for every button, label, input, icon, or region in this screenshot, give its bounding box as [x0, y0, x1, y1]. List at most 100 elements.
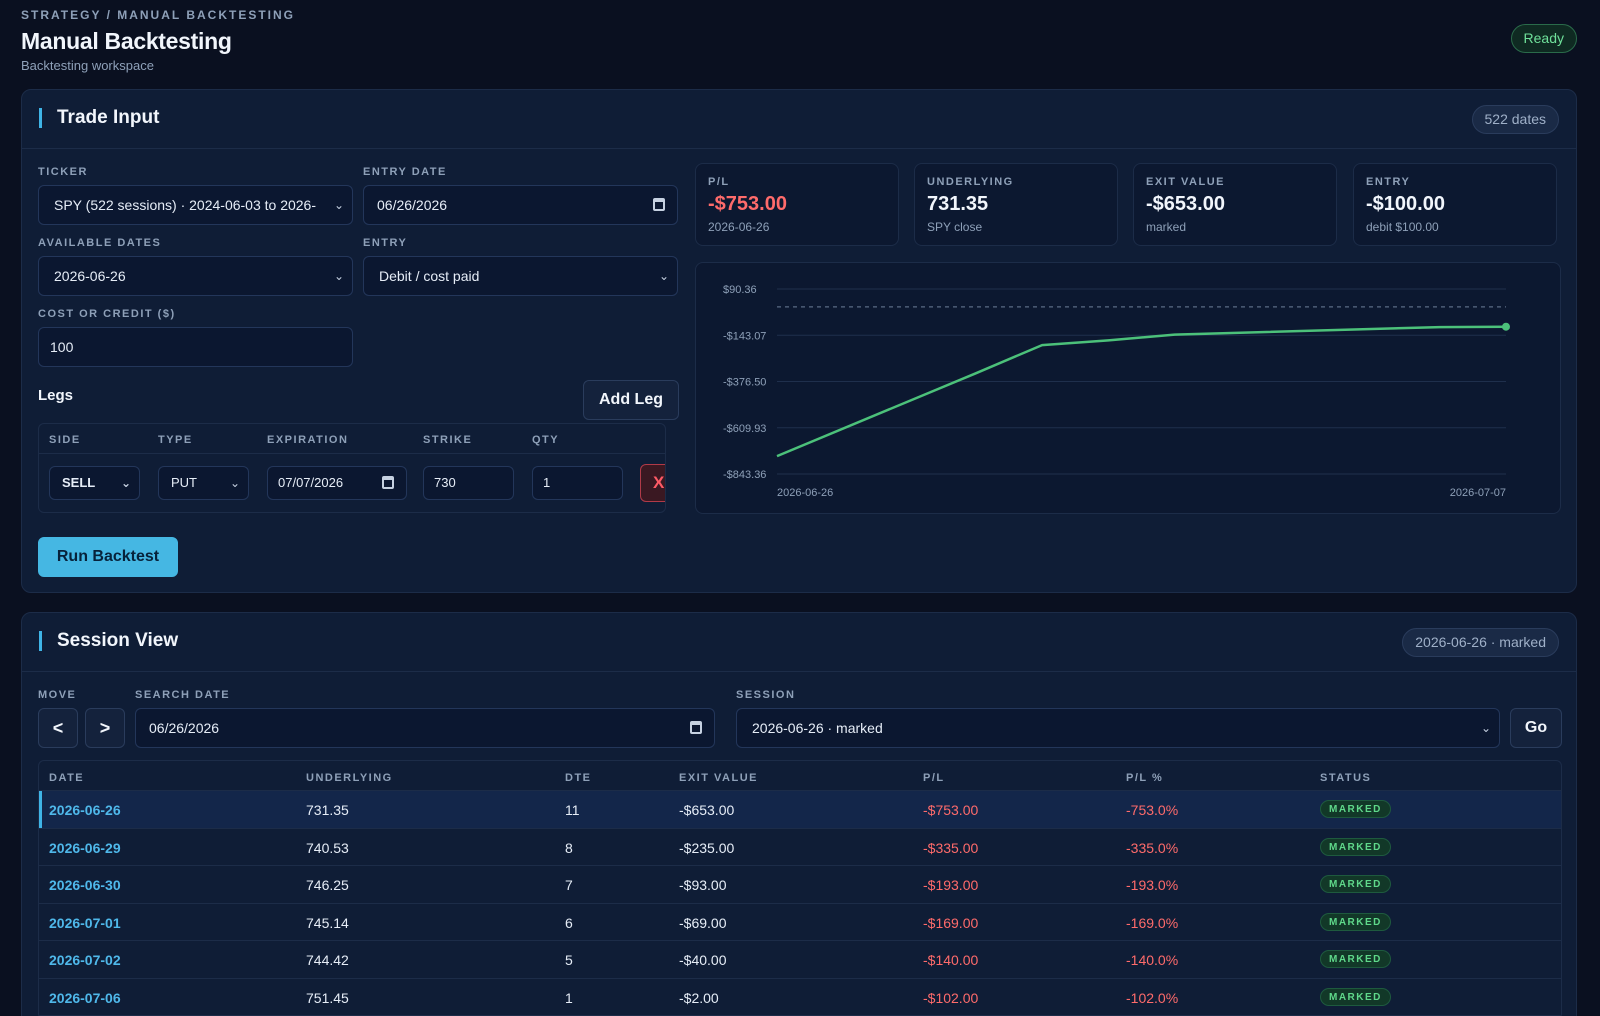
leg-side-select[interactable]: SELL ⌄ [49, 466, 140, 500]
available-dates-value: 2026-06-26 [54, 268, 126, 284]
leg-expiration-input[interactable]: 07/07/2026 [267, 466, 407, 500]
cell-dte: 11 [565, 802, 580, 818]
col-pl-pct: P/L % [1126, 772, 1164, 784]
chevron-down-icon: ⌄ [1480, 721, 1491, 735]
cell-pl: -$335.00 [923, 839, 979, 856]
prev-session-button[interactable]: < [38, 708, 78, 748]
chevron-down-icon: ⌄ [229, 476, 240, 490]
table-row[interactable]: 2026-06-30 746.25 7 -$93.00 -$193.00 -193.0% M… [39, 866, 1561, 904]
table-row[interactable]: 2026-07-01 745.14 6 -$69.00 -$169.00 -169.0% M… [39, 904, 1561, 941]
session-pill: 2026-06-26 · marked [1402, 628, 1559, 657]
cell-date[interactable]: 2026-07-06 [49, 989, 121, 1006]
delete-leg-button[interactable]: X [640, 464, 665, 502]
legs-col-qty: QTY [532, 434, 560, 446]
legs-table: SIDE TYPE EXPIRATION STRIKE QTY SELL ⌄ P… [38, 423, 666, 513]
next-session-button[interactable]: > [85, 708, 125, 748]
cell-underlying: 745.14 [306, 914, 349, 931]
table-row[interactable]: 2026-07-02 744.42 5 -$40.00 -$140.00 -140.0% M… [39, 941, 1561, 979]
entry-date-input[interactable]: 06/26/2026 [363, 185, 678, 225]
ticker-select[interactable]: SPY (522 sessions) · 2024-06-03 to 2026-… [38, 185, 353, 225]
calendar-icon[interactable] [382, 476, 394, 489]
cell-date[interactable]: 2026-06-26 [49, 802, 121, 818]
calendar-icon[interactable] [690, 721, 702, 734]
legs-col-expiration: EXPIRATION [267, 434, 349, 446]
kpi-underlying-label: UNDERLYING [927, 176, 1014, 188]
leg-type-select[interactable]: PUT ⌄ [158, 466, 249, 500]
entry-type-select[interactable]: Debit / cost paid ⌄ [363, 256, 678, 296]
table-row[interactable]: 2026-06-26 731.35 11 -$653.00 -$753.00 -753.0… [39, 791, 1561, 829]
leg-strike-input[interactable]: 730 [423, 466, 514, 500]
dates-count-pill: 522 dates [1471, 105, 1559, 134]
cell-pl: -$753.00 [923, 802, 979, 818]
legs-col-side: SIDE [49, 434, 81, 446]
kpi-exit-sub: marked [1146, 220, 1187, 234]
cell-date[interactable]: 2026-06-29 [49, 839, 121, 856]
cell-date[interactable]: 2026-07-02 [49, 952, 121, 968]
chevron-down-icon: ⌄ [120, 476, 131, 490]
cost-input[interactable]: 100 [38, 327, 353, 367]
cell-pl: -$140.00 [923, 952, 979, 968]
kpi-pl-value: -$753.00 [708, 193, 787, 215]
session-select[interactable]: 2026-06-26 · marked ⌄ [736, 708, 1500, 748]
calendar-icon[interactable] [653, 198, 665, 211]
page-subtitle: Backtesting workspace [21, 58, 154, 73]
available-dates-label: AVAILABLE DATES [38, 237, 162, 249]
cell-date[interactable]: 2026-07-01 [49, 914, 121, 931]
cell-exit-value: -$653.00 [679, 802, 735, 818]
cell-dte: 7 [565, 877, 573, 893]
cell-dte: 8 [565, 839, 573, 856]
add-leg-button[interactable]: Add Leg [583, 380, 679, 420]
session-view-title: Session View [39, 631, 178, 651]
x-tick-label: 2026-07-07 [1450, 487, 1506, 499]
cell-date[interactable]: 2026-06-30 [49, 877, 121, 893]
cell-exit-value: -$2.00 [679, 989, 719, 1006]
kpi-exit-label: EXIT VALUE [1146, 176, 1225, 188]
leg-qty-input[interactable]: 1 [532, 466, 623, 500]
entry-type-label: ENTRY [363, 237, 408, 249]
cell-dte: 1 [565, 989, 573, 1006]
table-row[interactable]: 2026-07-06 751.45 1 -$2.00 -$102.00 -102.0% MA… [39, 979, 1561, 1016]
kpi-underlying-sub: SPY close [927, 220, 983, 234]
kpi-entry-label: ENTRY [1366, 176, 1411, 188]
pl-series-line [776, 325, 1507, 458]
entry-date-label: ENTRY DATE [363, 166, 447, 178]
search-date-label: SEARCH DATE [135, 689, 231, 701]
cell-exit-value: -$69.00 [679, 914, 727, 931]
col-underlying: UNDERLYING [306, 772, 393, 784]
leg-strike-value: 730 [434, 475, 456, 490]
status-badge: MARKED [1320, 837, 1391, 856]
cell-underlying: 746.25 [306, 877, 349, 893]
leg-type-value: PUT [171, 475, 197, 490]
sessions-table-body: 2026-06-26 731.35 11 -$653.00 -$753.00 -753.0… [39, 791, 1561, 1016]
cell-pl: -$193.00 [923, 877, 979, 893]
breadcrumb: STRATEGY / MANUAL BACKTESTING [21, 8, 296, 22]
go-button[interactable]: Go [1510, 708, 1562, 748]
search-date-input[interactable]: 06/26/2026 [135, 708, 715, 748]
legs-header: SIDE TYPE EXPIRATION STRIKE QTY [39, 424, 665, 454]
kpi-pl-label: P/L [708, 176, 730, 188]
session-view-header: Session View 2026-06-26 · marked [22, 613, 1576, 672]
search-date-value: 06/26/2026 [149, 720, 220, 736]
kpi-underlying: UNDERLYING 731.35 SPY close [914, 163, 1118, 246]
sessions-table: DATE UNDERLYING DTE EXIT VALUE P/L P/L %… [38, 760, 1562, 1016]
ticker-label: TICKER [38, 166, 88, 178]
cost-value: 100 [50, 339, 74, 355]
y-tick-label: -$843.36 [723, 469, 766, 481]
kpi-entry: ENTRY -$100.00 debit $100.00 [1353, 163, 1557, 246]
col-pl: P/L [923, 772, 945, 784]
pl-chart-svg: $90.36 -$143.07 -$376.50 -$609.93 -$843.36 20… [723, 284, 1510, 499]
legs-label: Legs [38, 387, 74, 404]
legs-col-type: TYPE [158, 434, 193, 446]
run-backtest-button[interactable]: Run Backtest [38, 537, 178, 577]
cell-dte: 6 [565, 914, 573, 931]
page-header: STRATEGY / MANUAL BACKTESTING Manual Bac… [21, 8, 1579, 78]
y-tick-label: -$609.93 [723, 423, 766, 435]
legs-col-strike: STRIKE [423, 434, 473, 446]
cell-pl-pct: -335.0% [1126, 839, 1179, 856]
cell-exit-value: -$40.00 [679, 952, 727, 968]
status-badge: Ready [1510, 24, 1577, 53]
table-row[interactable]: 2026-06-29 740.53 8 -$235.00 -$335.00 -335.0%… [39, 829, 1561, 866]
available-dates-select[interactable]: 2026-06-26 ⌄ [38, 256, 353, 296]
cost-label: COST OR CREDIT ($) [38, 308, 176, 320]
entry-date-value: 06/26/2026 [377, 197, 448, 213]
